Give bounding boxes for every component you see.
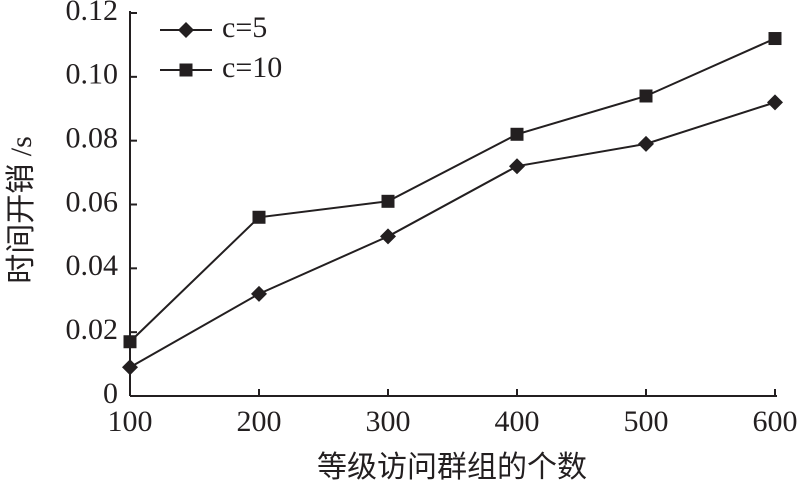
x-axis-label: 等级访问群组的个数: [317, 451, 587, 484]
marker: [767, 94, 783, 111]
y-axis-label: 时间开销 /s: [5, 136, 38, 284]
y-tick-label: 0.12: [66, 0, 119, 27]
marker: [639, 89, 653, 103]
marker: [252, 210, 266, 224]
marker: [768, 32, 782, 46]
y-tick-label: 0.04: [66, 249, 119, 282]
x-tick-label: 100: [108, 405, 153, 438]
marker: [381, 194, 395, 208]
y-tick-label: 0: [103, 377, 118, 410]
marker: [380, 228, 396, 245]
y-tick-label: 0.08: [66, 122, 119, 155]
marker: [509, 158, 525, 175]
marker: [178, 22, 194, 38]
marker: [179, 63, 193, 77]
x-tick-label: 500: [624, 405, 669, 438]
y-tick-label: 0.06: [66, 185, 119, 218]
x-tick-label: 400: [495, 405, 540, 438]
series-line: [129, 37, 776, 343]
marker: [510, 127, 524, 141]
x-tick-label: 300: [366, 405, 411, 438]
marker: [122, 359, 138, 376]
marker: [251, 285, 267, 302]
legend-label: c=10: [222, 51, 282, 84]
x-tick-label: 200: [237, 405, 282, 438]
y-tick-label: 0.10: [66, 58, 119, 91]
y-tick-label: 0.02: [66, 313, 119, 346]
marker: [638, 135, 654, 152]
marker: [123, 335, 137, 349]
series-line: [129, 101, 776, 369]
x-tick-label: 600: [753, 405, 798, 438]
legend-label: c=5: [222, 11, 267, 44]
